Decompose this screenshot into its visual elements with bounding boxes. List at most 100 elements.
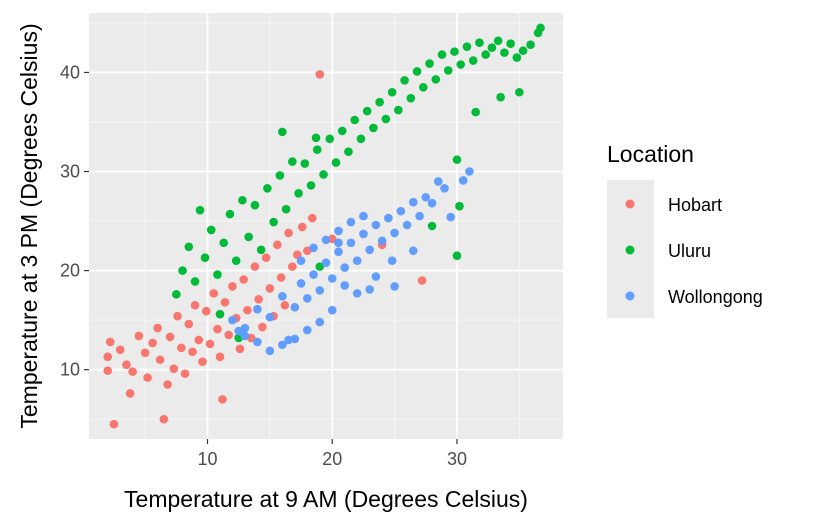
hobart-point [213, 324, 222, 334]
y-axis-ticks: 10 20 30 40 [60, 62, 89, 380]
wollongong-point [340, 263, 350, 272]
wollongong-point [327, 274, 337, 283]
plot-panel [89, 13, 563, 439]
legend-key-hobart [625, 199, 635, 209]
hobart-point [215, 352, 225, 362]
hobart-point [250, 262, 260, 271]
uluru-point [250, 200, 260, 210]
data-points [103, 23, 545, 429]
hobart-point [134, 331, 144, 341]
x-tick-label: 20 [322, 449, 342, 469]
hobart-point [143, 373, 152, 382]
hobart-point [258, 322, 267, 332]
uluru-point [269, 217, 278, 227]
hobart-point [239, 275, 248, 284]
uluru-point [518, 46, 528, 55]
uluru-point [319, 170, 328, 179]
hobart-point [125, 389, 135, 398]
uluru-point [515, 87, 524, 97]
hobart-point [184, 319, 194, 329]
wollongong-point [458, 176, 468, 185]
hobart-point [155, 355, 165, 365]
wollongong-point [278, 292, 287, 301]
uluru-point [244, 232, 253, 242]
wollongong-point [359, 229, 368, 239]
wollongong-point [384, 213, 393, 223]
wollongong-point [340, 281, 350, 290]
uluru-point [431, 75, 441, 84]
wollongong-point [334, 238, 343, 248]
uluru-point [487, 43, 497, 52]
hobart-point [273, 240, 282, 250]
wollongong-point [296, 256, 306, 265]
uluru-point [468, 56, 478, 65]
hobart-point [265, 284, 275, 293]
uluru-point [331, 158, 341, 167]
uluru-point [195, 205, 205, 215]
uluru-point [215, 309, 225, 319]
uluru-point [225, 209, 235, 219]
uluru-point [496, 92, 505, 102]
hobart-point [235, 344, 245, 354]
uluru-point [281, 204, 291, 214]
wollongong-point [409, 246, 418, 256]
uluru-point [206, 225, 216, 235]
hobart-point [140, 348, 150, 358]
hobart-point [198, 357, 207, 367]
hobart-point [205, 339, 215, 349]
wollongong-point [446, 212, 456, 222]
wollongong-point [327, 305, 337, 315]
wollongong-point [433, 177, 443, 186]
uluru-point [263, 184, 272, 193]
wollongong-point [296, 279, 306, 288]
uluru-point [456, 60, 466, 69]
legend-label-wollongong: Wollongong [668, 287, 763, 307]
wollongong-point [402, 220, 412, 230]
wollongong-point [440, 184, 449, 193]
hobart-point [165, 332, 175, 342]
wollongong-point [321, 258, 331, 267]
grid-major [89, 13, 563, 439]
wollongong-point [253, 337, 262, 347]
hobart-point [261, 253, 271, 263]
hobart-point [417, 276, 427, 285]
uluru-point [450, 47, 459, 56]
wollongong-point [465, 167, 474, 176]
uluru-point [418, 83, 428, 92]
wollongong-point [253, 304, 262, 314]
uluru-point [256, 245, 266, 255]
wollongong-point [290, 334, 300, 344]
wollongong-point [365, 285, 374, 294]
uluru-point [400, 76, 409, 85]
uluru-point [356, 134, 366, 144]
legend-label-hobart: Hobart [668, 195, 722, 215]
wollongong-point [371, 272, 381, 281]
uluru-point [381, 114, 391, 124]
wollongong-point [315, 317, 325, 327]
wollongong-point [265, 312, 275, 322]
wollongong-point [346, 238, 356, 248]
hobart-point [188, 347, 197, 357]
uluru-point [325, 134, 335, 144]
wollongong-point [352, 256, 362, 265]
x-tick-label: 10 [197, 449, 217, 469]
hobart-point [153, 323, 162, 333]
uluru-point [471, 107, 480, 117]
hobart-point [190, 300, 200, 310]
wollongong-point [228, 315, 237, 325]
uluru-point [394, 105, 403, 115]
wollongong-point [371, 220, 381, 230]
hobart-point [220, 297, 230, 307]
wollongong-point [315, 286, 325, 295]
hobart-point [128, 367, 137, 376]
uluru-point [425, 59, 434, 68]
uluru-point [219, 238, 229, 248]
hobart-point [218, 395, 227, 404]
uluru-point [315, 262, 325, 271]
wollongong-point [377, 236, 387, 246]
wollongong-point [387, 256, 397, 265]
uluru-point [536, 23, 545, 33]
hobart-point [280, 300, 290, 310]
uluru-point [350, 115, 359, 125]
